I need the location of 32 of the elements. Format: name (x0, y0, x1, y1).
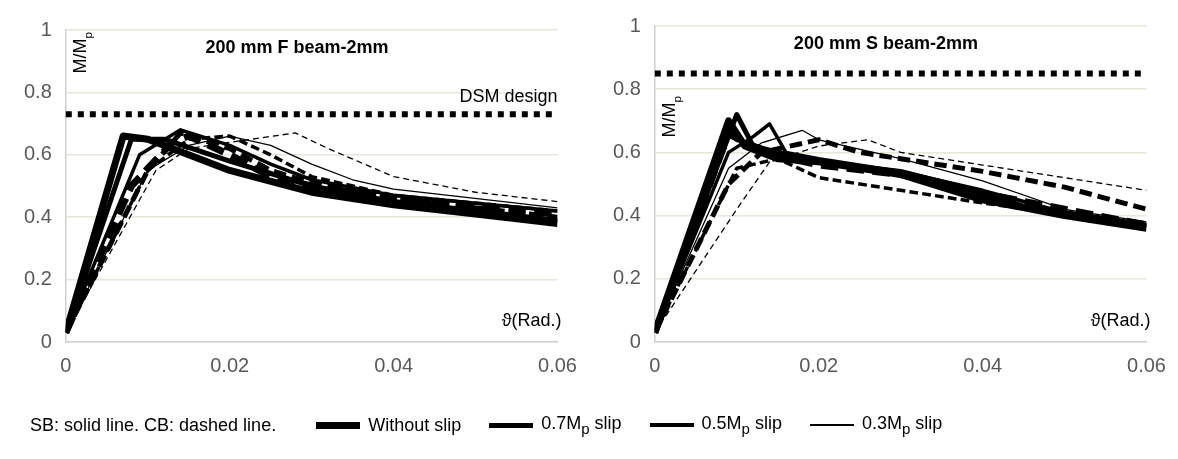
y-tick-label: 0.6 (23, 142, 52, 165)
ref-line-label: DSM design (459, 86, 558, 107)
x-tick-label: 0 (60, 353, 72, 376)
y-tick-label: 0.4 (612, 203, 641, 226)
y-axis-title: M/Mp (658, 95, 683, 138)
x-tick-label: 0.04 (374, 353, 414, 376)
text: SB: solid line. CB: dashed line. (30, 414, 277, 436)
x-tick-label: 0 (649, 353, 661, 376)
x-tick-label: 0.04 (963, 353, 1003, 376)
y-tick-label: 1 (629, 13, 641, 36)
x-axis-title: ϑ(Rad.) (1090, 309, 1151, 330)
y-tick-label: 0.4 (23, 204, 52, 227)
legend-label: 0.7M$_{p}$ slip (541, 413, 622, 437)
chart-title: 200 mm S beam-2mm (793, 32, 978, 53)
x-tick-label: 0.02 (210, 353, 250, 376)
x-tick-label: 0.06 (1127, 353, 1167, 376)
chart-title: 200 mm F beam-2mm (205, 36, 389, 57)
legend-label: 0.3M$_{p}$ slip (861, 413, 943, 437)
y-tick-label: 0.8 (612, 76, 641, 99)
y-tick-label: 0.2 (23, 267, 52, 290)
y-tick-label: 1 (40, 17, 52, 40)
legend-label: Without slip (368, 414, 462, 436)
x-axis-title: ϑ(Rad.) (501, 309, 562, 330)
x-tick-label: 0.06 (538, 353, 578, 376)
y-tick-label: 0 (40, 329, 52, 352)
y-axis-title: M/Mp (69, 31, 94, 74)
x-tick-label: 0.02 (799, 353, 839, 376)
y-tick-label: 0 (629, 329, 641, 352)
y-tick-label: 0.2 (612, 266, 641, 289)
legend-label: 0.5M$_{p}$ slip (701, 413, 782, 437)
y-tick-label: 0.6 (612, 139, 641, 162)
y-tick-label: 0.8 (23, 79, 52, 102)
